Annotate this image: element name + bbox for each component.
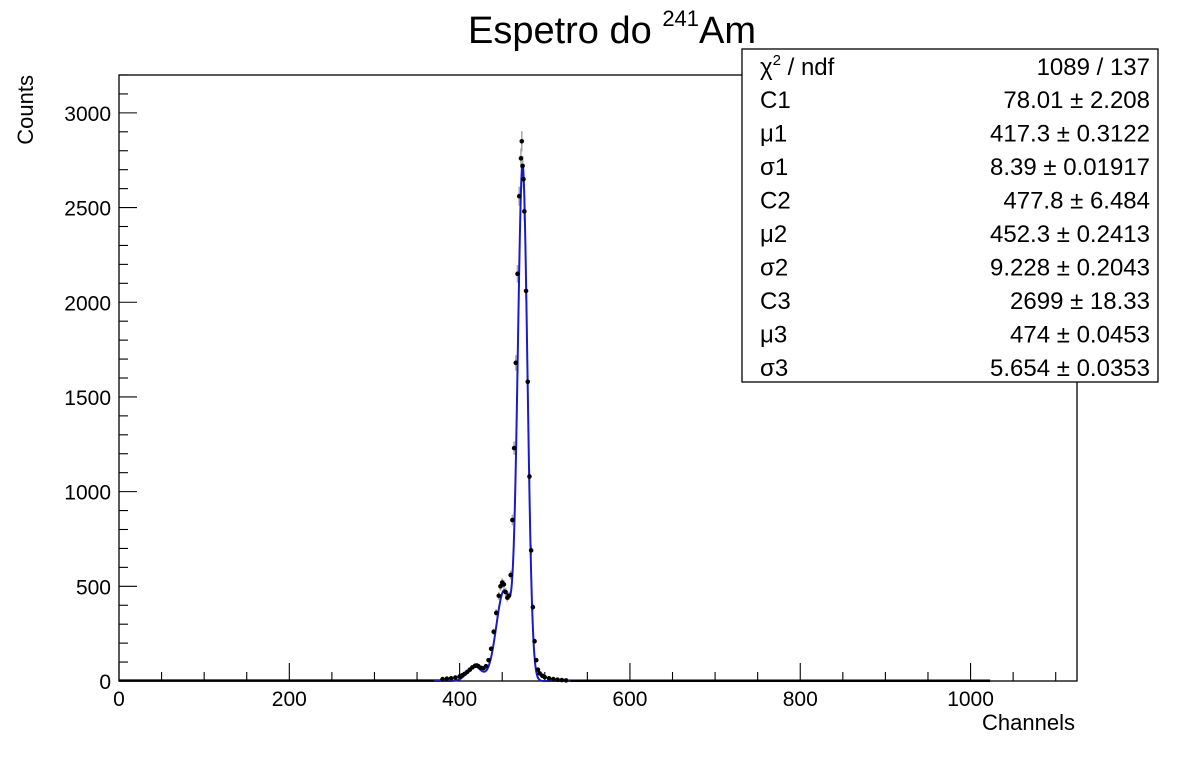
y-axis-label: Counts [13, 75, 38, 145]
y-tick-label: 2500 [64, 198, 111, 221]
y-tick-labels: 0 500 1000 1500 2000 2500 3000 [64, 103, 111, 694]
stat-param-label: σ2 [760, 255, 788, 282]
x-tick-label: 400 [442, 688, 477, 711]
data-point [518, 156, 524, 161]
chi2-symbol: χ [760, 54, 773, 81]
data-point [522, 209, 527, 214]
data-point [527, 474, 532, 479]
stats-box-frame [741, 48, 1159, 383]
data-point [533, 657, 539, 663]
data-point [483, 663, 489, 669]
stat-param-value: 5.654 ± 0.0353 [990, 355, 1150, 382]
chart-title-sup: 241 [662, 6, 699, 31]
chart-title-main: Espetro do [468, 10, 662, 52]
x-tick-label: 200 [272, 688, 307, 711]
chi2-sup: 2 [773, 52, 781, 69]
data-point [515, 271, 520, 277]
stat-param-value: 9.228 ± 0.2043 [990, 255, 1150, 282]
data-point [525, 379, 531, 385]
data-points [440, 138, 569, 683]
data-point [506, 593, 512, 599]
stat-param-label: C3 [760, 288, 791, 315]
stat-param-value: 417.3 ± 0.3122 [990, 121, 1150, 148]
chart-title-tail: Am [699, 10, 756, 52]
data-point [542, 674, 548, 680]
data-point [496, 593, 502, 599]
data-point [550, 676, 556, 682]
chi2-tail: / ndf [781, 54, 835, 81]
stat-param-label: C2 [760, 188, 791, 215]
stat-param-label: σ1 [760, 154, 788, 181]
data-point [563, 678, 569, 683]
x-tick-label: 800 [783, 688, 818, 711]
y-tick-label: 0 [99, 671, 111, 694]
stat-param-label: μ2 [760, 221, 787, 248]
data-point [498, 584, 503, 589]
stat-param-value: 477.8 ± 6.484 [1003, 188, 1150, 215]
data-point [511, 445, 517, 451]
data-point [440, 676, 445, 682]
data-point [510, 517, 515, 523]
data-point [528, 548, 534, 553]
chart-title: Espetro do 241Am [468, 6, 756, 52]
y-tick-label: 2000 [64, 292, 111, 315]
x-tick-label: 1000 [947, 688, 994, 711]
data-point [521, 176, 526, 182]
data-point [491, 629, 496, 635]
data-point [493, 610, 499, 616]
stat-param-value: 8.39 ± 0.01917 [990, 154, 1150, 181]
stat-param-value: 474 ± 0.0453 [1010, 322, 1150, 349]
data-point [448, 676, 454, 681]
data-point [535, 667, 541, 672]
data-point [559, 677, 565, 683]
stat-param-value: 2699 ± 18.33 [1010, 288, 1150, 315]
y-tick-label: 3000 [64, 103, 111, 126]
data-point [508, 572, 514, 578]
data-point [453, 675, 458, 680]
stat-param-value: 78.01 ± 2.208 [1003, 87, 1150, 114]
data-point [486, 657, 491, 663]
x-tick-label: 0 [113, 688, 125, 711]
chi2-label: χ2 / ndf [760, 52, 835, 81]
stat-param-label: C1 [760, 87, 791, 114]
x-axis-label: Channels [982, 710, 1075, 735]
y-tick-label: 500 [76, 576, 111, 599]
data-point [444, 676, 450, 682]
data-point [516, 193, 522, 199]
data-point [513, 360, 519, 366]
svg-text:Espetro do 241Am: Espetro do 241Am [468, 6, 756, 52]
x-tick-label: 600 [612, 688, 647, 711]
fit-stats-box: χ2 / ndf 1089 / 137 C1 78.01 ± 2.208 μ1 417… [741, 48, 1159, 383]
data-point [501, 582, 507, 587]
data-point [546, 676, 552, 681]
fit-curve [434, 163, 571, 682]
y-tick-label: 1500 [64, 387, 111, 410]
stat-param-value: 452.3 ± 0.2413 [990, 221, 1150, 248]
stats-rows: C1 78.01 ± 2.208 μ1 417.3 ± 0.3122 σ1 8.39 ± … [760, 87, 1150, 382]
chi2-value: 1089 / 137 [1037, 54, 1150, 81]
stat-param-label: μ1 [760, 121, 787, 148]
x-tick-labels: 0 200 400 600 800 1000 [113, 688, 994, 711]
data-point [530, 604, 536, 610]
stat-param-label: σ3 [760, 355, 788, 382]
data-point [532, 638, 537, 644]
data-point [523, 288, 529, 294]
stat-param-label: μ3 [760, 322, 787, 349]
data-point [488, 646, 494, 652]
data-point [519, 138, 525, 144]
data-point [555, 677, 560, 682]
data-point [503, 589, 508, 595]
y-tick-label: 1000 [64, 482, 111, 505]
data-point [520, 163, 525, 169]
